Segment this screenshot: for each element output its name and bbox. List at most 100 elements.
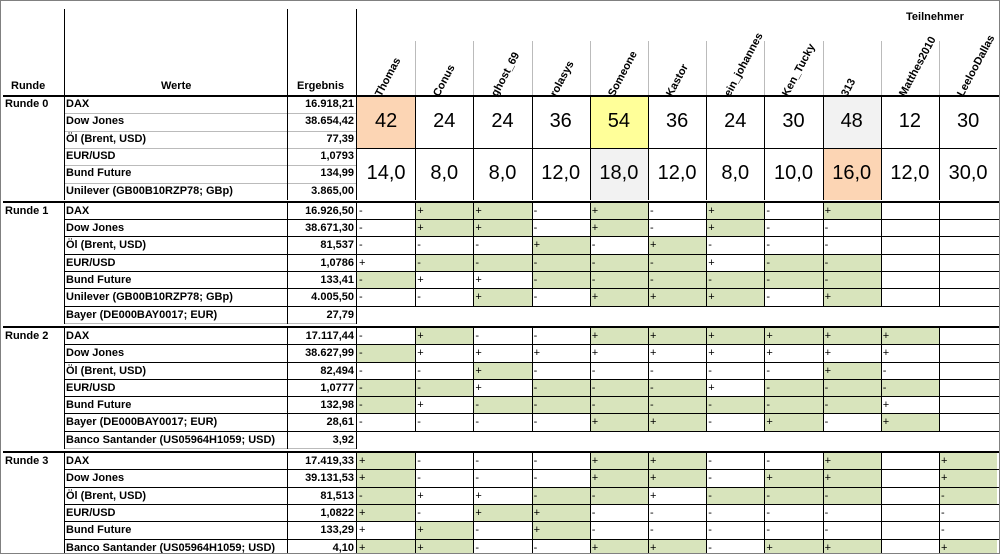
tip-cell: + — [357, 470, 416, 488]
grid-line — [415, 41, 417, 95]
grid-line — [648, 202, 649, 307]
grid-line — [939, 41, 940, 95]
grid-line — [64, 253, 999, 255]
grid-line — [287, 96, 288, 200]
grid-line — [64, 305, 999, 307]
tip-cell: - — [591, 524, 596, 537]
value-name: Unilever (GB00B10RZP78; GBp) — [66, 291, 233, 304]
tip-cell: - — [650, 364, 654, 377]
participant-header: Thomas — [373, 55, 404, 99]
grid-line — [589, 96, 591, 200]
tip-cell: - — [650, 506, 654, 519]
grid-line — [64, 9, 65, 95]
grid-line — [822, 202, 824, 307]
value-name: DAX — [66, 455, 90, 467]
tip-cell: - — [589, 379, 648, 398]
round0-avg: 12,0 — [890, 162, 930, 185]
value-name: Unilever (GB00B10RZP78; GBp) — [66, 184, 233, 197]
tip-cell: - — [766, 364, 771, 377]
round0-score: 36 — [549, 110, 572, 133]
value-name: Dow Jones — [66, 347, 125, 360]
round0-avg: 30,0 — [948, 162, 988, 185]
value-name: Öl (Brent, USD) — [66, 364, 147, 377]
tip-cell: + — [882, 347, 890, 360]
tip-cell: - — [417, 472, 421, 485]
tip-cell: - — [589, 397, 648, 415]
tip-cell — [939, 397, 997, 414]
round0-avg: 12,0 — [657, 162, 697, 185]
tip-cell: - — [589, 272, 648, 290]
value-name: Bund Future — [66, 274, 132, 286]
value-name: Öl (Brent, USD) — [66, 132, 147, 145]
tip-cell: - — [766, 506, 771, 519]
tip-cell: + — [589, 539, 648, 553]
result-value: 1,0777 — [320, 381, 354, 394]
tip-cell: - — [475, 541, 480, 554]
round0-score: 42 — [357, 96, 416, 148]
grid-line — [64, 503, 999, 505]
value-name: DAX — [66, 329, 90, 342]
tip-cell: + — [473, 289, 532, 307]
tip-cell: - — [764, 379, 823, 398]
tip-cell: + — [589, 327, 648, 346]
tip-cell: - — [531, 397, 590, 415]
tip-cell: + — [939, 539, 998, 553]
tip-cell: + — [822, 202, 881, 221]
round0-avg: 10,0 — [774, 162, 813, 185]
tip-cell: - — [708, 472, 712, 485]
tip-cell: + — [531, 237, 590, 255]
tip-cell: - — [473, 254, 532, 272]
tip-cell: + — [706, 220, 765, 238]
tip-cell: - — [359, 416, 363, 429]
participant-header: Ken_Tucky — [780, 41, 819, 99]
round0-score: 24 — [724, 110, 747, 133]
result-value: 133,41 — [320, 274, 354, 286]
tip-cell: + — [589, 414, 648, 432]
grid-line — [64, 236, 999, 238]
tip-cell: - — [475, 472, 480, 485]
tip-cell: - — [533, 455, 538, 467]
tip-cell: - — [417, 506, 421, 519]
tip-cell: + — [415, 522, 474, 540]
tip-cell: - — [880, 379, 939, 398]
tip-cell: - — [824, 506, 829, 519]
grid-line — [64, 469, 999, 471]
tip-cell: + — [880, 327, 939, 346]
value-name: Banco Santander (US05964H1059; USD) — [66, 433, 276, 446]
value-name: Öl (Brent, USD) — [66, 489, 147, 502]
tip-cell: + — [882, 399, 890, 412]
tip-cell: - — [591, 364, 596, 377]
tip-cell: - — [475, 329, 480, 342]
tip-cell: - — [708, 416, 712, 429]
grid-line — [473, 453, 475, 553]
participant-header: ghost_69 — [489, 50, 523, 99]
tip-cell: - — [650, 204, 654, 217]
tip-cell: - — [473, 397, 532, 415]
tip-cell: - — [764, 487, 823, 505]
tip-cell: + — [473, 202, 532, 221]
grid-line — [64, 271, 999, 272]
tip-cell: + — [822, 539, 881, 553]
grid-line — [64, 396, 999, 398]
tip-cell: - — [357, 487, 416, 505]
tip-cell — [939, 289, 997, 306]
participant-header: Kastor — [664, 62, 691, 99]
tip-cell: - — [824, 222, 829, 235]
tip-cell: + — [415, 202, 474, 221]
grid-line — [880, 327, 882, 432]
tip-cell: - — [417, 416, 421, 429]
grid-line — [706, 202, 708, 307]
tip-cell: - — [357, 345, 416, 363]
grid-line — [356, 96, 357, 200]
result-value: 132,98 — [320, 399, 354, 412]
tip-cell: + — [708, 347, 715, 360]
grid-line — [589, 202, 591, 307]
round-divider — [3, 325, 999, 328]
value-name: Dow Jones — [66, 472, 125, 485]
grid-line — [64, 413, 999, 415]
tip-cell: - — [589, 254, 648, 272]
participant-header: Someone — [605, 49, 640, 99]
tip-cell: - — [531, 272, 590, 290]
ergebnis-header: Ergebnis — [297, 80, 345, 92]
value-name: EUR/USD — [66, 256, 116, 269]
